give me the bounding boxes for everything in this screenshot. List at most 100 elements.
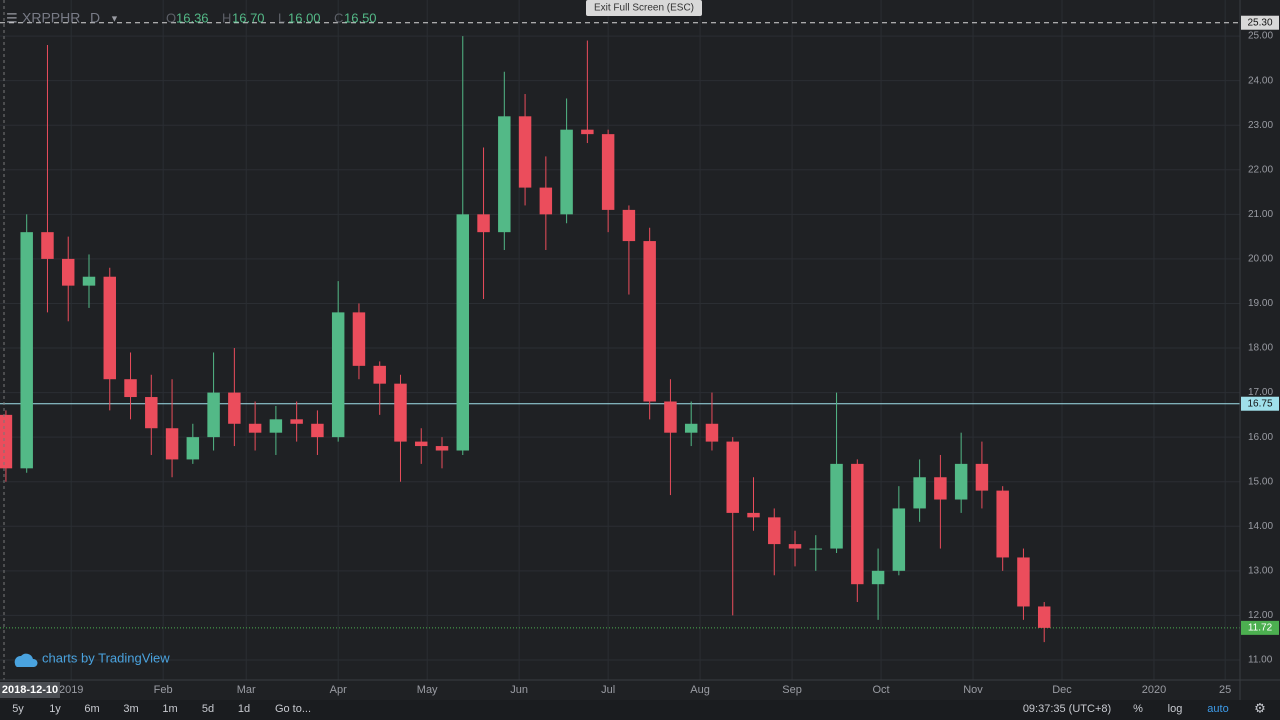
y-tick-label: 17.00 xyxy=(1248,387,1273,398)
candle-body xyxy=(311,423,324,438)
y-tick-label: 23.00 xyxy=(1248,120,1273,131)
ohlc-label: C xyxy=(334,10,343,25)
y-tick-label: 18.00 xyxy=(1248,343,1273,354)
candle-body xyxy=(601,134,615,210)
candle-body xyxy=(165,428,179,460)
range-button[interactable]: 6m xyxy=(84,703,99,715)
y-tick-label: 20.00 xyxy=(1248,254,1273,265)
candle-body xyxy=(726,441,739,513)
scale-option[interactable]: log xyxy=(1168,703,1183,715)
toolbar xyxy=(0,700,1280,720)
exit-button-label[interactable]: Exit Full Screen (ESC) xyxy=(594,3,694,14)
candle-body xyxy=(20,232,33,469)
x-tick-label: Sep xyxy=(782,684,802,696)
cloud-icon xyxy=(14,653,38,667)
x-tick-label: Jun xyxy=(510,684,528,696)
ohlc-label: L xyxy=(278,10,285,25)
range-button[interactable]: 1m xyxy=(162,703,177,715)
candle-body xyxy=(373,365,386,384)
candle-body xyxy=(435,446,449,451)
candle-body xyxy=(248,423,262,433)
scale-option[interactable]: % xyxy=(1133,703,1143,715)
x-tick-label: 2020 xyxy=(1142,684,1166,696)
candle-body xyxy=(768,517,781,545)
x-tick-label: Aug xyxy=(690,684,710,696)
range-button[interactable]: 3m xyxy=(123,703,138,715)
range-button[interactable]: 5d xyxy=(202,703,214,715)
y-tick-label: 22.00 xyxy=(1248,164,1273,175)
candle-body xyxy=(352,312,366,366)
clock: 09:37:35 (UTC+8) xyxy=(1023,703,1111,715)
candle-body xyxy=(456,214,470,451)
candle-body xyxy=(871,570,885,585)
x-tick-label: Dec xyxy=(1052,684,1072,696)
price-label-box xyxy=(1241,620,1279,635)
watermark[interactable]: charts by TradingView xyxy=(14,650,171,667)
crosshair-date: 2018-12-10 xyxy=(2,684,58,696)
candle-body xyxy=(290,419,303,424)
grid xyxy=(0,0,1240,680)
candle-body xyxy=(82,276,96,286)
y-tick-label: 12.00 xyxy=(1248,610,1273,621)
range-button[interactable]: Go to... xyxy=(275,703,311,715)
candle-body xyxy=(560,129,573,215)
price-lines xyxy=(0,22,1240,629)
candle-body xyxy=(394,383,407,442)
candle-body xyxy=(207,392,220,438)
candle-body xyxy=(851,463,864,585)
candle-body xyxy=(934,477,947,500)
x-tick-label: Feb xyxy=(154,684,173,696)
candle-body xyxy=(269,419,283,433)
menu-icon[interactable]: ☰ xyxy=(6,10,18,25)
candle-body xyxy=(415,441,428,447)
exit-button[interactable] xyxy=(586,0,702,16)
ohlc-value: 16.70 xyxy=(232,10,265,25)
interval[interactable]: D xyxy=(90,10,100,26)
ohlc-value: 16.50 xyxy=(344,10,377,25)
candle-body xyxy=(331,312,345,438)
candle-body xyxy=(788,544,802,549)
y-tick-label: 14.00 xyxy=(1248,521,1273,532)
candle-body xyxy=(498,116,511,233)
y-tick-label: 24.00 xyxy=(1248,75,1273,86)
candle-body xyxy=(581,129,594,135)
candle-body xyxy=(518,116,532,188)
x-tick-label: Jul xyxy=(601,684,615,696)
settings-icon[interactable]: ⚙ xyxy=(1254,700,1266,715)
x-tick-label: May xyxy=(417,684,438,696)
y-tick-label: 13.00 xyxy=(1248,565,1273,576)
candle-body xyxy=(477,214,490,233)
ohlc-value: 16.36 xyxy=(176,10,209,25)
scale-option[interactable]: auto xyxy=(1207,703,1228,715)
candle-body xyxy=(954,463,968,500)
x-tick-label: Nov xyxy=(963,684,983,696)
x-tick-label: Mar xyxy=(237,684,256,696)
candle-body xyxy=(228,392,241,424)
candle-body xyxy=(747,512,760,518)
candle-body xyxy=(684,423,698,433)
candle-body xyxy=(664,401,677,433)
ohlc-value: 16.00 xyxy=(288,10,321,25)
y-tick-label: 19.00 xyxy=(1248,298,1273,309)
price-label-box xyxy=(1241,396,1279,411)
candle-body xyxy=(913,477,926,509)
ohlc-label: H xyxy=(222,10,231,25)
crosshair-date-box xyxy=(0,682,60,698)
range-button[interactable]: 5y xyxy=(12,703,24,715)
dropdown-icon[interactable]: ▼ xyxy=(110,13,119,23)
symbol[interactable]: XRPPHR xyxy=(22,10,80,26)
candle-body xyxy=(0,414,13,469)
range-button[interactable]: 1d xyxy=(238,703,250,715)
candle-body xyxy=(975,463,989,491)
price-label: 11.72 xyxy=(1248,623,1273,634)
range-button[interactable]: 1y xyxy=(49,703,61,715)
candle-body xyxy=(830,463,843,549)
watermark-text[interactable]: charts by TradingView xyxy=(42,650,170,665)
candles xyxy=(0,36,1051,643)
y-tick-label: 16.00 xyxy=(1248,432,1273,443)
candle-body xyxy=(1037,606,1051,628)
candle-body xyxy=(103,276,116,380)
candle-body xyxy=(809,548,823,550)
